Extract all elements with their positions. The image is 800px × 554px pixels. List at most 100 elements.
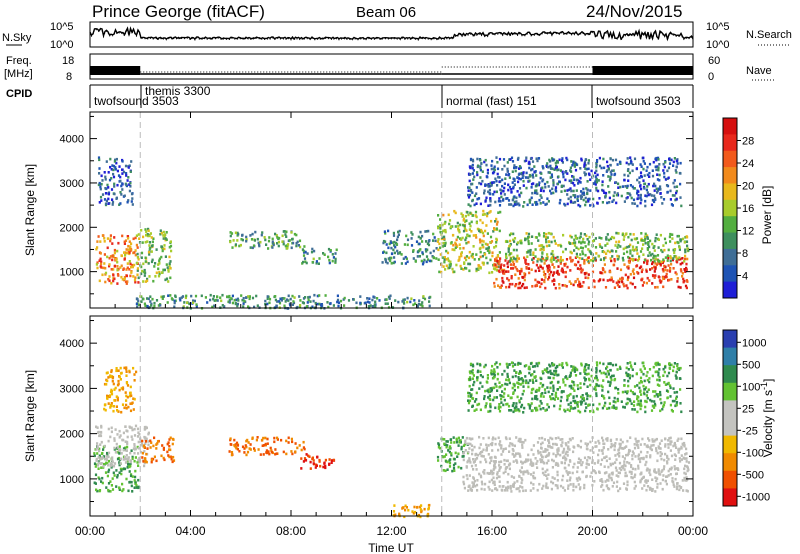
scatter-cell xyxy=(478,247,481,251)
scatter-cell xyxy=(137,464,140,467)
scatter-cell xyxy=(462,451,466,454)
scatter-cell xyxy=(667,446,670,449)
scatter-cell xyxy=(589,204,592,207)
scatter-cell xyxy=(563,408,566,412)
scatter-cell xyxy=(311,247,314,251)
scatter-cell xyxy=(298,295,301,298)
scatter-cell xyxy=(125,403,128,407)
scatter-cell xyxy=(126,445,129,449)
scatter-cell xyxy=(573,165,576,168)
scatter-cell xyxy=(556,168,559,172)
scatter-cell xyxy=(631,270,634,273)
scatter-cell xyxy=(575,246,578,249)
scatter-cell xyxy=(608,278,612,282)
scatter-cell xyxy=(419,230,422,234)
scatter-cell xyxy=(537,449,540,453)
scatter-cell xyxy=(497,448,500,452)
scatter-cell xyxy=(508,378,511,381)
scatter-cell xyxy=(497,199,500,203)
scatter-cell xyxy=(536,202,539,206)
scatter-cell xyxy=(601,188,604,192)
scatter-cell xyxy=(457,465,460,469)
scatter-cell xyxy=(471,198,474,202)
scatter-cell xyxy=(573,263,577,266)
scatter-cell xyxy=(121,172,124,175)
scatter-cell xyxy=(517,156,520,160)
scatter-cell xyxy=(471,485,474,489)
scatter-cell xyxy=(673,399,676,403)
scatter-cell xyxy=(545,240,548,244)
scatter-cell xyxy=(592,197,595,201)
scatter-cell xyxy=(130,192,134,196)
scatter-cell xyxy=(594,180,597,183)
scatter-cell xyxy=(467,395,470,398)
scatter-cell xyxy=(511,448,514,451)
scatter-cell xyxy=(371,298,374,302)
scatter-cell xyxy=(492,436,495,439)
scatter-cell xyxy=(141,269,144,273)
scatter-cell xyxy=(545,408,548,412)
scatter-cell xyxy=(516,363,520,366)
scatter-cell xyxy=(513,481,516,484)
scatter-cell xyxy=(643,182,646,186)
scatter-cell xyxy=(606,160,609,164)
scatter-cell xyxy=(113,236,116,239)
scatter-cell xyxy=(684,254,687,258)
scatter-cell xyxy=(585,392,588,396)
scatter-cell xyxy=(657,371,660,375)
scatter-cell xyxy=(508,233,512,237)
scatter-cell xyxy=(242,305,245,308)
scatter-cell xyxy=(675,165,678,169)
scatter-cell xyxy=(555,189,558,193)
scatter-cell xyxy=(127,248,130,251)
scatter-cell xyxy=(549,395,552,398)
scatter-cell xyxy=(403,298,406,301)
scatter-cell xyxy=(668,235,671,239)
scatter-cell xyxy=(538,281,541,284)
scatter-cell xyxy=(125,454,128,457)
scatter-cell xyxy=(387,246,390,250)
scatter-cell xyxy=(300,457,303,460)
scatter-cell xyxy=(466,234,469,238)
scatter-cell xyxy=(648,368,652,371)
scatter-cell xyxy=(240,238,243,241)
scatter-cell xyxy=(547,200,550,203)
scatter-cell xyxy=(541,459,544,462)
scatter-cell xyxy=(681,272,684,275)
scatter-cell xyxy=(467,459,470,463)
scatter-cell xyxy=(234,231,237,235)
scatter-cell xyxy=(573,238,576,242)
scatter-cell xyxy=(103,198,107,201)
scatter-cell xyxy=(555,461,558,465)
scatter-cell xyxy=(462,455,465,458)
scatter-cell xyxy=(670,467,673,471)
scatter-cell xyxy=(516,242,519,246)
scatter-cell xyxy=(109,237,112,240)
scatter-cell xyxy=(475,221,478,225)
scatter-cell xyxy=(307,454,310,458)
scatter-cell xyxy=(609,177,612,180)
scatter-cell xyxy=(292,301,296,305)
scatter-cell xyxy=(128,251,131,254)
scatter-cell xyxy=(592,182,595,185)
scatter-cell xyxy=(513,409,517,412)
scatter-cell xyxy=(582,191,585,195)
scatter-cell xyxy=(123,455,127,459)
scatter-cell xyxy=(616,368,619,371)
scatter-cell xyxy=(141,456,144,459)
scatter-cell xyxy=(515,409,518,412)
scatter-cell xyxy=(623,457,626,460)
scatter-cell xyxy=(110,392,114,396)
scatter-cell xyxy=(564,275,567,279)
scatter-cell xyxy=(545,485,548,488)
scatter-cell xyxy=(531,285,534,288)
scatter-cell xyxy=(676,162,679,165)
scatter-cell xyxy=(165,263,168,266)
scatter-cell xyxy=(335,248,338,252)
scatter-cell xyxy=(567,441,570,444)
scatter-cell xyxy=(164,255,167,258)
scatter-cell xyxy=(678,258,681,261)
scatter-cell xyxy=(285,452,288,456)
scatter-cell xyxy=(580,269,584,272)
scatter-cell xyxy=(661,407,664,411)
